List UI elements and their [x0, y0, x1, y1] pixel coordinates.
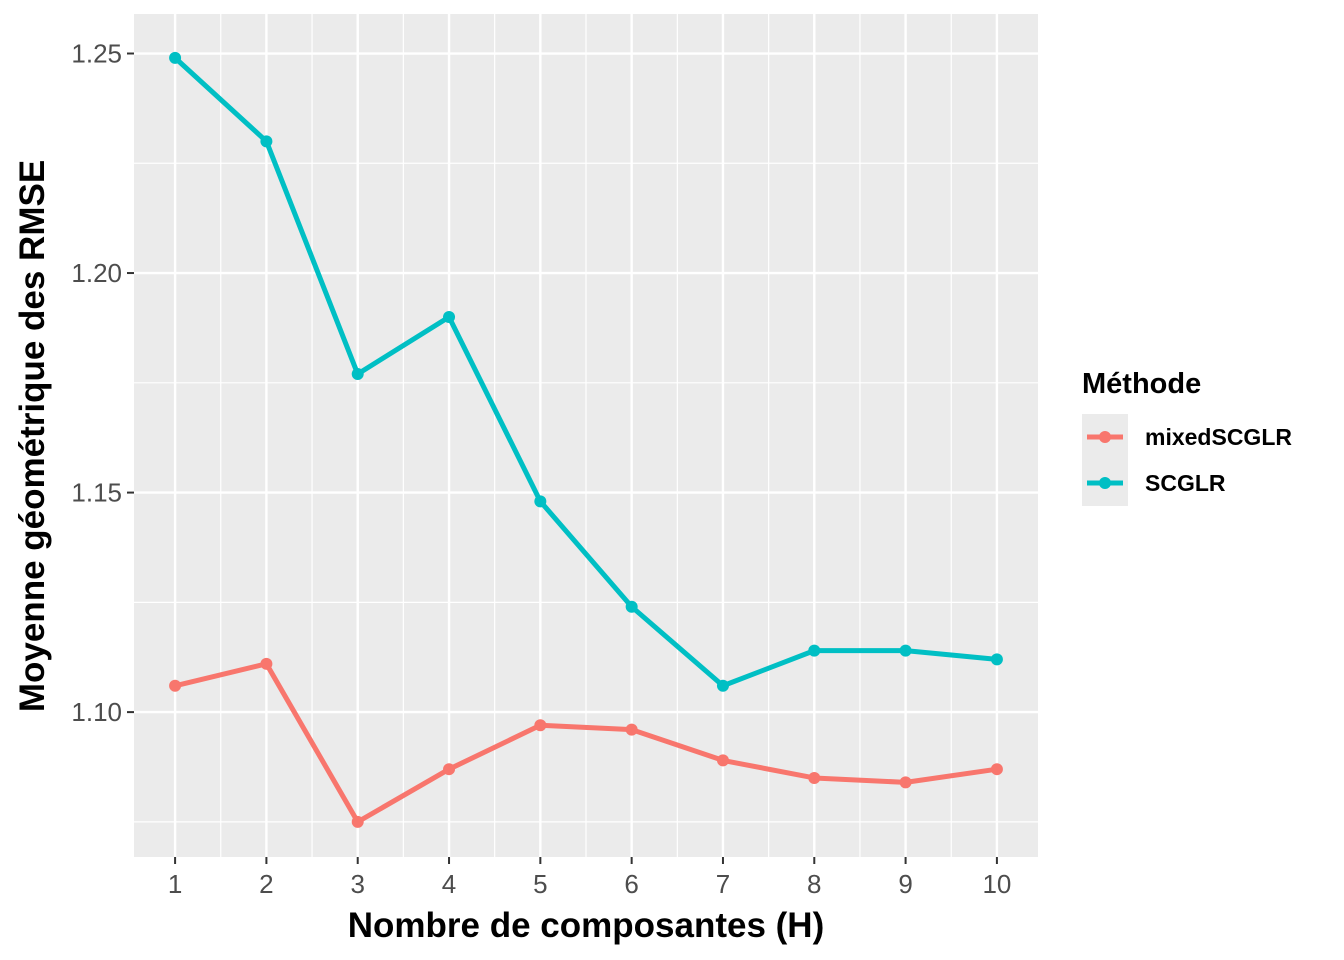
minor-gridlines — [134, 14, 1038, 857]
data-point-mixedscglr — [808, 771, 821, 784]
x-tick-label: 2 — [259, 869, 273, 899]
y-axis: 1.10 1.15 1.20 1.25 — [71, 39, 134, 727]
data-point-scglr — [534, 495, 547, 508]
data-point-mixedscglr — [716, 754, 729, 767]
legend: Méthode mixedSCGLR SCGLR — [1082, 368, 1292, 506]
x-tick-label: 1 — [168, 869, 182, 899]
x-tick-label: 3 — [350, 869, 364, 899]
data-point-mixedscglr — [443, 763, 456, 776]
x-axis-title: Nombre de composantes (H) — [348, 906, 824, 945]
data-point-scglr — [351, 368, 364, 381]
y-tick-label: 1.15 — [71, 478, 122, 508]
data-point-scglr — [990, 653, 1003, 666]
legend-title: Méthode — [1082, 368, 1201, 400]
data-point-scglr — [169, 51, 182, 64]
y-axis-title: Moyenne géométrique des RMSE — [13, 160, 52, 712]
legend-key-background — [1082, 414, 1128, 506]
x-tick-label: 9 — [898, 869, 912, 899]
series-line-mixedscglr — [174, 661, 998, 825]
x-axis: 1 2 3 4 5 6 7 8 9 10 — [168, 857, 1011, 899]
legend-label-scglr: SCGLR — [1145, 470, 1226, 496]
data-point-scglr — [899, 644, 912, 657]
data-point-mixedscglr — [625, 723, 638, 736]
x-tick-label: 7 — [716, 869, 730, 899]
legend-label-mixedscglr: mixedSCGLR — [1145, 424, 1292, 450]
y-tick-label: 1.20 — [71, 258, 122, 288]
data-point-mixedscglr — [899, 776, 912, 789]
x-tick-label: 5 — [533, 869, 547, 899]
data-point-mixedscglr — [534, 719, 547, 732]
data-point-mixedscglr — [260, 657, 273, 670]
x-tick-label: 6 — [624, 869, 638, 899]
legend-swatch-point-mixedscglr — [1099, 431, 1111, 443]
data-point-scglr — [443, 310, 456, 323]
y-tick-label: 1.25 — [71, 39, 122, 69]
legend-swatch-point-scglr — [1099, 477, 1111, 489]
data-point-mixedscglr — [169, 679, 182, 692]
major-gridlines — [134, 14, 1038, 857]
x-tick-label: 10 — [982, 869, 1011, 899]
legend-items: mixedSCGLR SCGLR — [1087, 424, 1292, 496]
data-point-mixedscglr — [351, 815, 364, 828]
series-line-scglr — [173, 56, 998, 689]
data-point-scglr — [260, 135, 273, 148]
series-layer — [169, 51, 1003, 828]
data-point-mixedscglr — [990, 763, 1003, 776]
y-tick-label: 1.10 — [71, 697, 122, 727]
x-tick-label: 8 — [807, 869, 821, 899]
data-point-scglr — [716, 679, 729, 692]
data-point-scglr — [625, 600, 638, 613]
data-point-scglr — [808, 644, 821, 657]
x-tick-label: 4 — [442, 869, 456, 899]
